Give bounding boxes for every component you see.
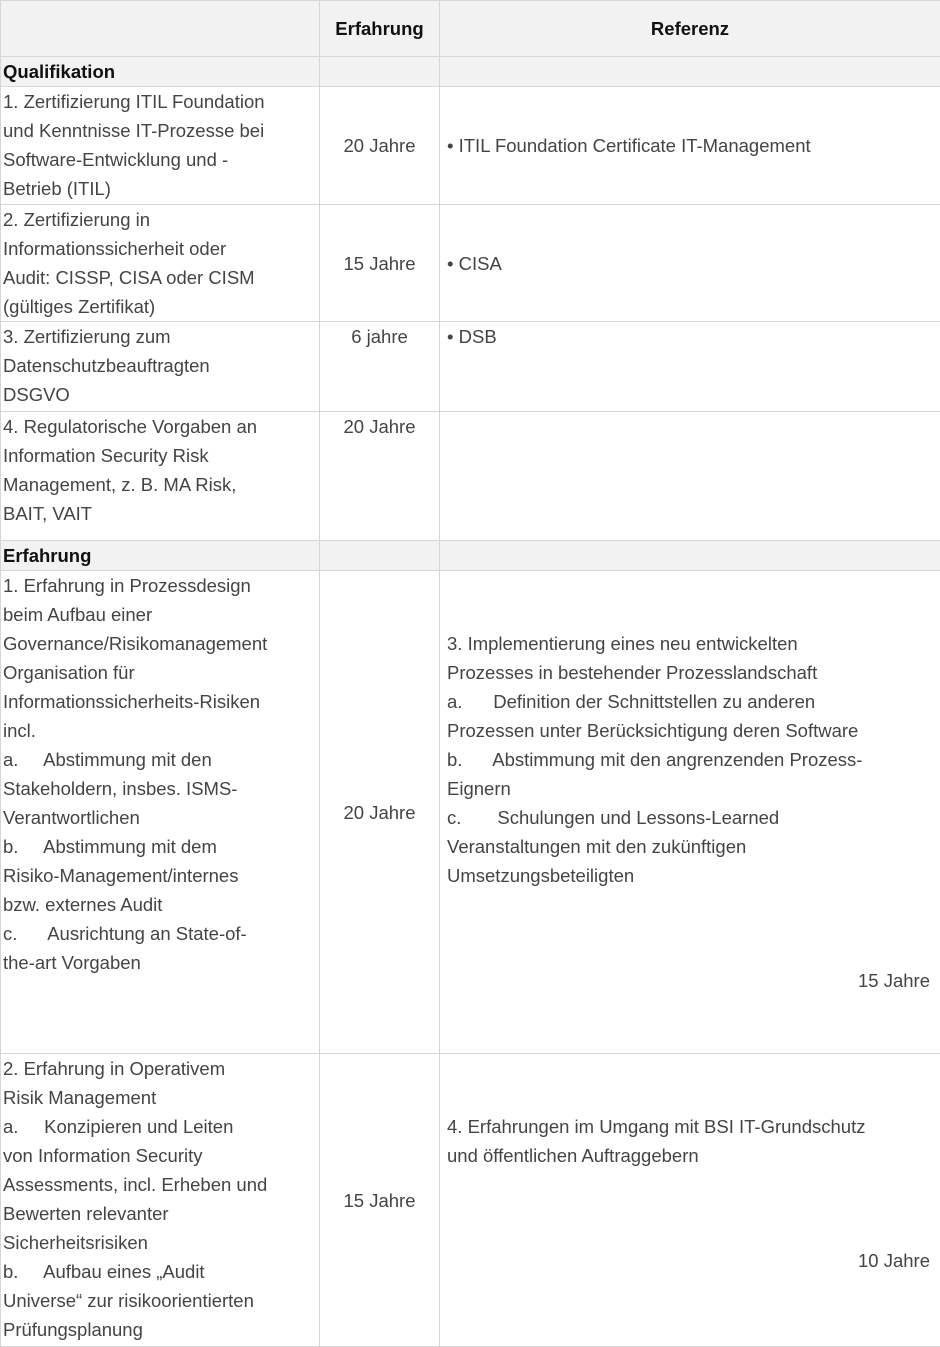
experience-cell: 15 Jahre [320, 205, 440, 322]
experience-cell: 6 jahre [320, 322, 440, 412]
requirement-cell: 2. Erfahrung in Operativem Risik Managem… [1, 1054, 320, 1347]
reference-cell: • ITIL Foundation Certificate IT-Managem… [440, 87, 940, 205]
header-row: Erfahrung Referenz [1, 1, 940, 57]
reference-text: 3. Implementierung eines neu entwickelte… [447, 629, 938, 890]
section-row-erfahrung: Erfahrung [1, 541, 940, 571]
reference-cell [440, 412, 940, 541]
table-row: 2. Erfahrung in Operativem Risik Managem… [1, 1054, 940, 1347]
section-row-qualifikation: Qualifikation [1, 57, 940, 87]
experience-cell: 15 Jahre [320, 1054, 440, 1347]
experience-cell: 20 Jahre [320, 87, 440, 205]
requirement-cell: 4. Regulatorische Vorgaben an Informatio… [1, 412, 320, 541]
reference-cell: • CISA [440, 205, 940, 322]
table-row: 1. Erfahrung in Prozessdesign beim Aufba… [1, 571, 940, 1054]
requirement-cell: 1. Zertifizierung ITIL Foundation und Ke… [1, 87, 320, 205]
section-title: Erfahrung [1, 541, 320, 571]
reference-cell: 4. Erfahrungen im Umgang mit BSI IT-Grun… [440, 1054, 940, 1347]
requirement-cell: 2. Zertifizierung in Informationssicherh… [1, 205, 320, 322]
table-row: 1. Zertifizierung ITIL Foundation und Ke… [1, 87, 940, 205]
table-row: 2. Zertifizierung in Informationssicherh… [1, 205, 940, 322]
reference-years: 15 Jahre [447, 966, 938, 995]
experience-cell: 20 Jahre [320, 571, 440, 1054]
table-row: 4. Regulatorische Vorgaben an Informatio… [1, 412, 940, 541]
reference-text: 4. Erfahrungen im Umgang mit BSI IT-Grun… [447, 1112, 938, 1170]
table-row: 3. Zertifizierung zum Datenschutzbeauftr… [1, 322, 940, 412]
reference-years: 10 Jahre [447, 1246, 938, 1275]
header-experience: Erfahrung [320, 1, 440, 57]
section-title: Qualifikation [1, 57, 320, 87]
reference-cell: • DSB [440, 322, 940, 412]
requirement-cell: 1. Erfahrung in Prozessdesign beim Aufba… [1, 571, 320, 1054]
header-reference: Referenz [440, 1, 940, 57]
reference-cell: 3. Implementierung eines neu entwickelte… [440, 571, 940, 1054]
requirement-cell: 3. Zertifizierung zum Datenschutzbeauftr… [1, 322, 320, 412]
header-requirement [1, 1, 320, 57]
experience-cell: 20 Jahre [320, 412, 440, 541]
